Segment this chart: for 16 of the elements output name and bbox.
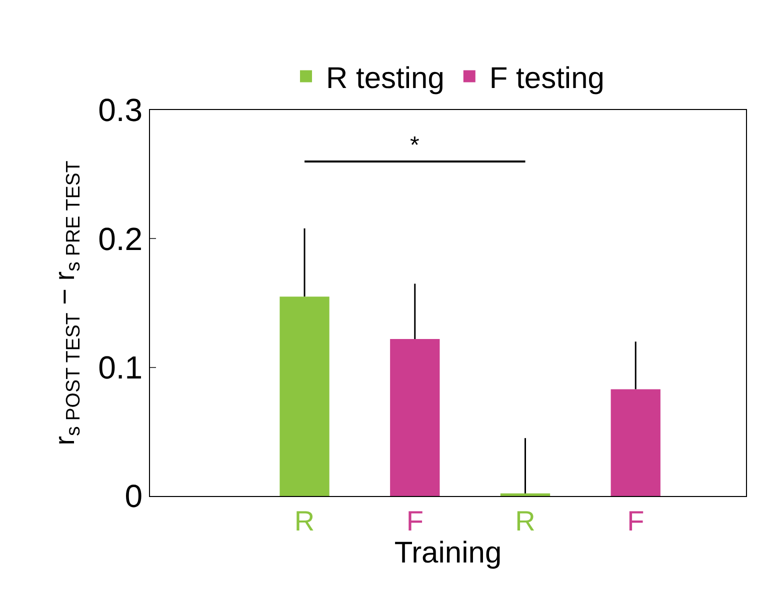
legend-label: R testing bbox=[326, 62, 444, 95]
x-tick-label: F bbox=[406, 506, 424, 537]
bar bbox=[500, 493, 550, 496]
bar bbox=[280, 296, 330, 496]
x-tick-label: R bbox=[515, 506, 536, 537]
x-tick-label: R bbox=[294, 506, 315, 537]
y-tick-label: 0.3 bbox=[98, 92, 143, 128]
bar bbox=[390, 339, 440, 496]
x-tick-label: F bbox=[627, 506, 644, 537]
bar bbox=[610, 389, 660, 496]
legend-label: F testing bbox=[489, 62, 604, 95]
y-tick-label: 0.2 bbox=[98, 220, 143, 257]
x-axis-title: Training bbox=[394, 536, 502, 570]
annotation: * bbox=[410, 132, 420, 159]
y-tick-label: 0 bbox=[124, 478, 143, 514]
y-tick-label: 0.1 bbox=[98, 350, 143, 386]
